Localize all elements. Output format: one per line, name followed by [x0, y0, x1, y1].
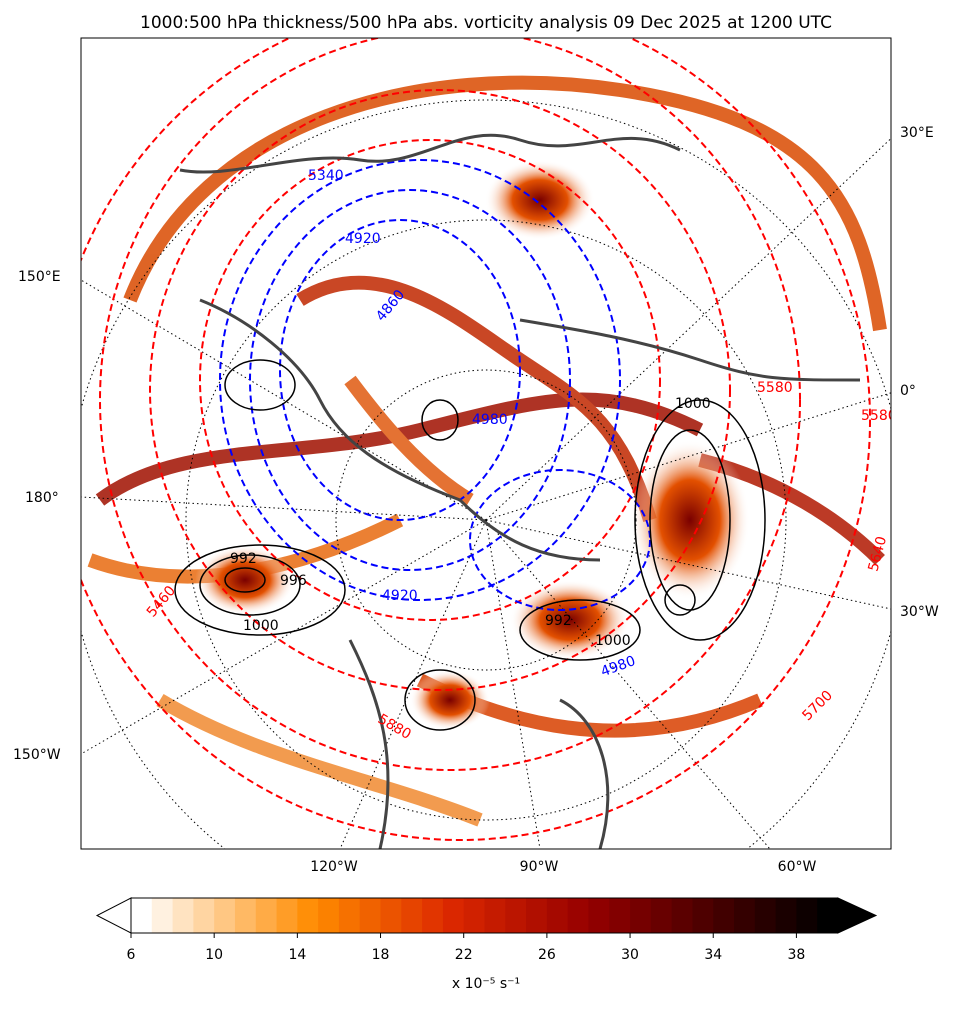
colorbar-segment — [692, 898, 714, 933]
colorbar-segment — [214, 898, 236, 933]
map-frame — [80, 37, 892, 850]
colorbar-segment — [318, 898, 340, 933]
colorbar-segment — [463, 898, 485, 933]
colorbar-segment — [276, 898, 298, 933]
colorbar-segment — [754, 898, 777, 933]
colorbar-tick-label: 30 — [621, 947, 639, 963]
colorbar-segment — [775, 898, 797, 933]
longitude-label: 90°W — [520, 859, 559, 875]
colorbar-segment — [526, 898, 548, 933]
contour-label: 4920 — [382, 588, 418, 604]
contour-label: 996 — [280, 573, 307, 589]
colorbar-tick-label: 38 — [787, 947, 805, 963]
colorbar-segment — [255, 898, 278, 933]
colorbar-segment — [234, 898, 257, 933]
contour-label: 5580 — [757, 380, 793, 396]
colorbar-segment — [172, 898, 194, 933]
contour-label: 1000 — [595, 633, 631, 649]
colorbar-segment — [442, 898, 465, 933]
colorbar-segment — [650, 898, 673, 933]
colorbar-segment — [546, 898, 569, 933]
colorbar-segment — [796, 898, 818, 933]
contour-label: 1000 — [243, 618, 279, 634]
longitude-label: 30°W — [900, 604, 939, 620]
colorbar-tick-label: 10 — [205, 947, 223, 963]
contour-label: 992 — [230, 551, 257, 567]
colorbar-segment — [817, 898, 839, 933]
colorbar-tick-label: 6 — [127, 947, 136, 963]
colorbar-tick-label: 34 — [704, 947, 722, 963]
colorbar-extend-high — [837, 897, 878, 934]
longitude-label: 60°W — [778, 859, 817, 875]
longitude-label: 150°E — [18, 269, 61, 285]
colorbar-segment — [630, 898, 652, 933]
contour-label: 1000 — [675, 396, 711, 412]
colorbar-segment — [567, 898, 589, 933]
coastlines — [179, 133, 861, 849]
colorbar-tick-label: 14 — [288, 947, 306, 963]
title: 1000:500 hPa thickness/500 hPa abs. vort… — [140, 13, 832, 33]
thickness-contours — [81, 38, 871, 841]
colorbar-segment — [609, 898, 631, 933]
colorbar-segment — [401, 898, 423, 933]
contour-label: 4920 — [345, 231, 381, 247]
longitude-label: 120°W — [310, 859, 358, 875]
colorbar-segment — [734, 898, 756, 933]
colorbar-extend-low — [95, 897, 132, 934]
graticule — [81, 99, 891, 849]
colorbar-segment — [359, 898, 382, 933]
colorbar-segment — [505, 898, 527, 933]
colorbar-tick-label: 22 — [455, 947, 473, 963]
longitude-label: 0° — [900, 383, 916, 399]
longitude-label: 30°E — [900, 125, 934, 141]
colorbar-segment — [484, 898, 506, 933]
colorbar-segment — [380, 898, 402, 933]
longitude-label: 150°W — [13, 747, 61, 763]
map: 5340 4920 4860 4980 5580 5580 5640 5700 … — [81, 38, 897, 849]
colorbar-segment — [713, 898, 735, 933]
contour-label: 5340 — [308, 168, 344, 184]
colorbar-segment — [422, 898, 444, 933]
contour-label: 4980 — [472, 412, 508, 428]
pressure-contours — [174, 359, 766, 731]
contour-label: 5580 — [861, 408, 897, 424]
colorbar-segment — [193, 898, 215, 933]
colorbar-segment — [131, 898, 153, 933]
colorbar-segment — [338, 898, 361, 933]
colorbar-tick-label: 18 — [372, 947, 390, 963]
colorbar-label: x 10⁻⁵ s⁻¹ — [452, 976, 520, 992]
colorbar: 6 10 14 18 22 26 30 34 38 — [95, 897, 878, 963]
colorbar-segment — [151, 898, 174, 933]
colorbar-tick-label: 26 — [538, 947, 556, 963]
longitude-label: 180° — [25, 490, 59, 506]
colorbar-segment — [671, 898, 693, 933]
colorbar-segment — [588, 898, 610, 933]
contour-label: 992 — [545, 613, 572, 629]
colorbar-segment — [297, 898, 319, 933]
longitude-labels: 30°E 150°E 0° 180° 30°W 150°W 120°W 90°W… — [13, 125, 939, 875]
